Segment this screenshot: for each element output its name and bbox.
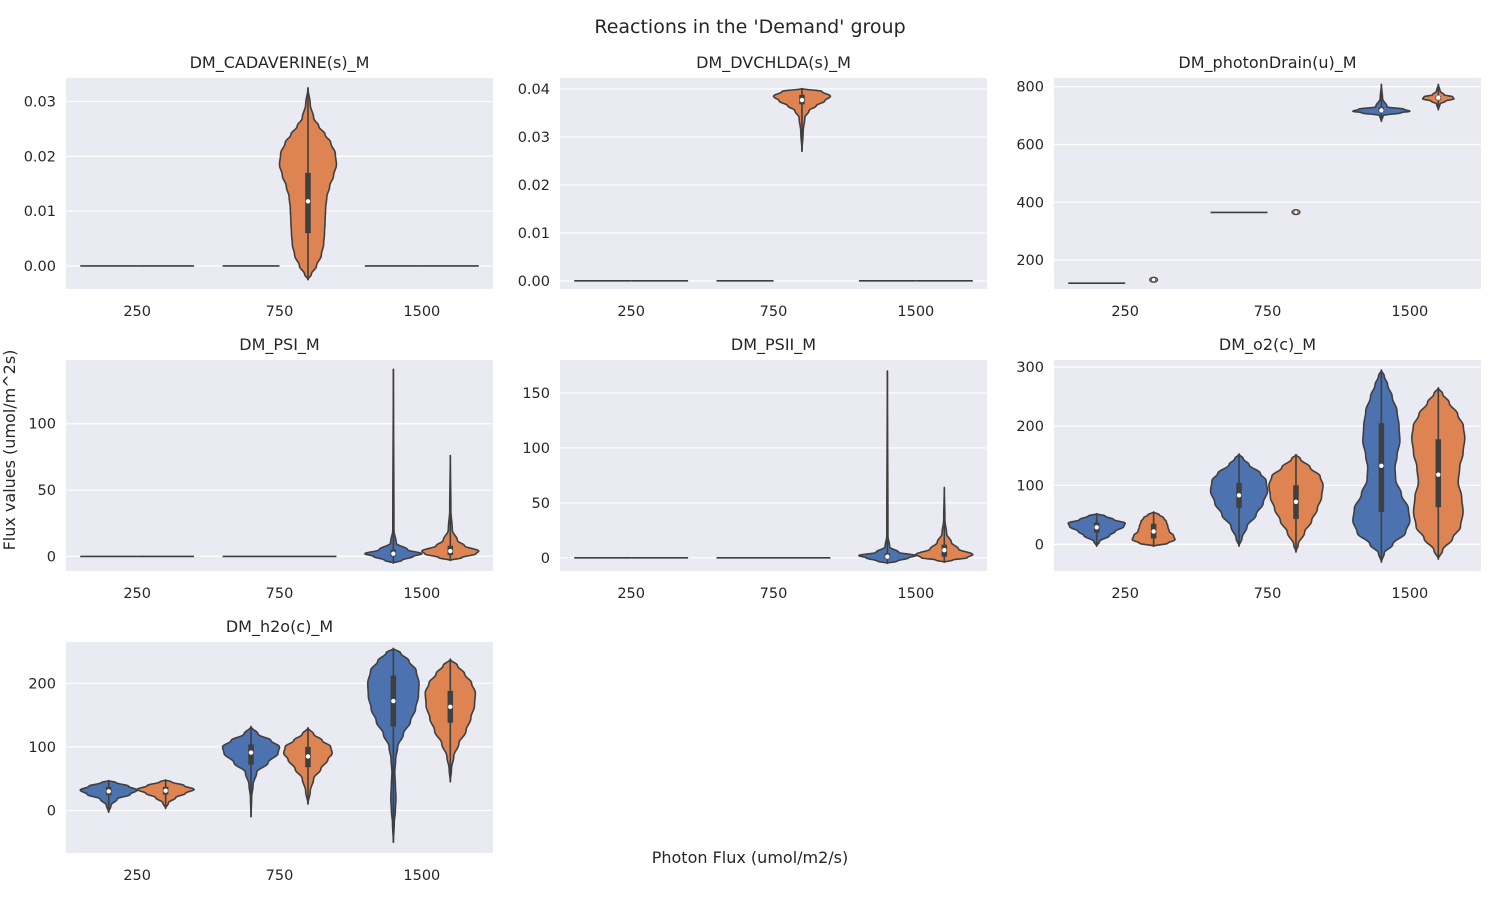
median-marker [106, 789, 111, 794]
median-marker [448, 704, 453, 710]
median-marker [1151, 277, 1156, 283]
chart-panel: 0 50 100 250 750 1500 DM_PSI_M [28, 335, 493, 602]
y-tick-label: 0 [1035, 537, 1044, 553]
figure-ylabel: Flux values (umol/m^2s) [0, 350, 19, 551]
median-marker [391, 698, 396, 704]
median-marker [1236, 493, 1242, 498]
median-marker [1094, 525, 1099, 530]
median-marker [1293, 499, 1299, 505]
x-tick-label: 750 [266, 868, 294, 884]
x-tick-label: 1500 [897, 586, 934, 602]
x-tick-label: 1500 [1391, 586, 1428, 602]
median-marker [448, 548, 453, 554]
x-tick-label: 1500 [403, 586, 440, 602]
chart-panel: 0 50 100 150 250 750 1500 DM_PSII_M [522, 335, 987, 602]
panel-background [1054, 360, 1481, 571]
y-tick-label: 200 [1016, 419, 1044, 435]
y-tick-label: 300 [1016, 360, 1044, 376]
y-tick-label: 0.02 [518, 178, 550, 194]
y-tick-label: 100 [28, 740, 56, 756]
x-tick-label: 1500 [1391, 304, 1428, 320]
y-tick-label: 100 [28, 417, 56, 433]
panel-title: DM_PSII_M [731, 335, 816, 355]
chart-panel: 0 100 200 250 750 1500 DM_h2o(c)_M [28, 617, 493, 884]
median-marker [1436, 472, 1441, 477]
chart-panel: 0.00 0.01 0.02 0.03 250 750 1500 DM_CADAVERINE(… [24, 53, 493, 320]
median-marker [391, 551, 396, 556]
median-marker [1379, 463, 1384, 468]
panel-background [560, 360, 987, 571]
y-tick-label: 0 [47, 549, 56, 565]
y-tick-label: 0.03 [518, 130, 550, 146]
y-tick-label: 0.04 [518, 82, 550, 98]
panel-background [66, 78, 493, 289]
x-tick-label: 250 [123, 586, 151, 602]
y-tick-label: 150 [522, 386, 550, 402]
median-marker [885, 554, 890, 559]
y-tick-label: 0.01 [24, 204, 56, 220]
panel-title: DM_o2(c)_M [1219, 335, 1316, 355]
y-tick-label: 0.03 [24, 95, 56, 111]
x-tick-label: 750 [266, 304, 294, 320]
panel-title: DM_CADAVERINE(s)_M [190, 53, 370, 73]
y-tick-label: 200 [28, 676, 56, 692]
panel-title: DM_h2o(c)_M [226, 617, 333, 637]
y-tick-label: 600 [1016, 137, 1044, 153]
x-tick-label: 1500 [403, 868, 440, 884]
median-marker [799, 97, 805, 103]
figure-title: Reactions in the 'Demand' group [594, 16, 905, 38]
panel-background [560, 78, 987, 289]
panel-background [1054, 78, 1481, 289]
y-tick-label: 0 [47, 803, 56, 819]
median-marker [942, 547, 947, 553]
y-tick-label: 400 [1016, 195, 1044, 211]
x-tick-label: 750 [1254, 586, 1282, 602]
x-tick-label: 250 [1111, 586, 1139, 602]
chart-panel: 0.00 0.01 0.02 0.03 0.04 250 750 1500 DM_DVCHLDA… [518, 53, 987, 320]
x-tick-label: 750 [760, 586, 788, 602]
median-marker [163, 788, 168, 793]
y-tick-label: 800 [1016, 80, 1044, 96]
y-tick-label: 0 [541, 551, 550, 567]
x-tick-label: 750 [1254, 304, 1282, 320]
panel-title: DM_DVCHLDA(s)_M [696, 53, 851, 73]
median-marker [248, 750, 254, 755]
x-tick-label: 1500 [403, 304, 440, 320]
x-tick-label: 250 [123, 868, 151, 884]
chart-panel: 0 100 200 300 250 750 1500 DM_o2(c)_M [1016, 335, 1481, 602]
y-tick-label: 100 [522, 441, 550, 457]
panel-background [66, 360, 493, 571]
median-marker [305, 754, 311, 759]
x-tick-label: 250 [1111, 304, 1139, 320]
x-tick-label: 750 [266, 586, 294, 602]
chart-panel: 200 400 600 800 250 750 1500 DM_photonDrain(u)_… [1016, 53, 1481, 320]
y-tick-label: 200 [1016, 253, 1044, 269]
median-marker [1151, 529, 1156, 534]
panel-title: DM_photonDrain(u)_M [1178, 53, 1356, 73]
x-tick-label: 250 [123, 304, 151, 320]
y-tick-label: 50 [532, 496, 550, 512]
y-tick-label: 0.01 [518, 226, 550, 242]
y-tick-label: 50 [38, 483, 56, 499]
median-marker [1436, 95, 1441, 100]
y-tick-label: 100 [1016, 478, 1044, 494]
median-marker [305, 199, 311, 204]
y-tick-label: 0.00 [24, 259, 56, 275]
x-tick-label: 250 [617, 586, 645, 602]
panel-title: DM_PSI_M [239, 335, 319, 355]
median-marker [1379, 108, 1384, 113]
x-tick-label: 250 [617, 304, 645, 320]
x-tick-label: 750 [760, 304, 788, 320]
median-marker [1293, 209, 1299, 215]
y-tick-label: 0.00 [518, 274, 550, 290]
figure-xlabel: Photon Flux (umol/m2/s) [652, 848, 849, 867]
x-tick-label: 1500 [897, 304, 934, 320]
y-tick-label: 0.02 [24, 149, 56, 165]
